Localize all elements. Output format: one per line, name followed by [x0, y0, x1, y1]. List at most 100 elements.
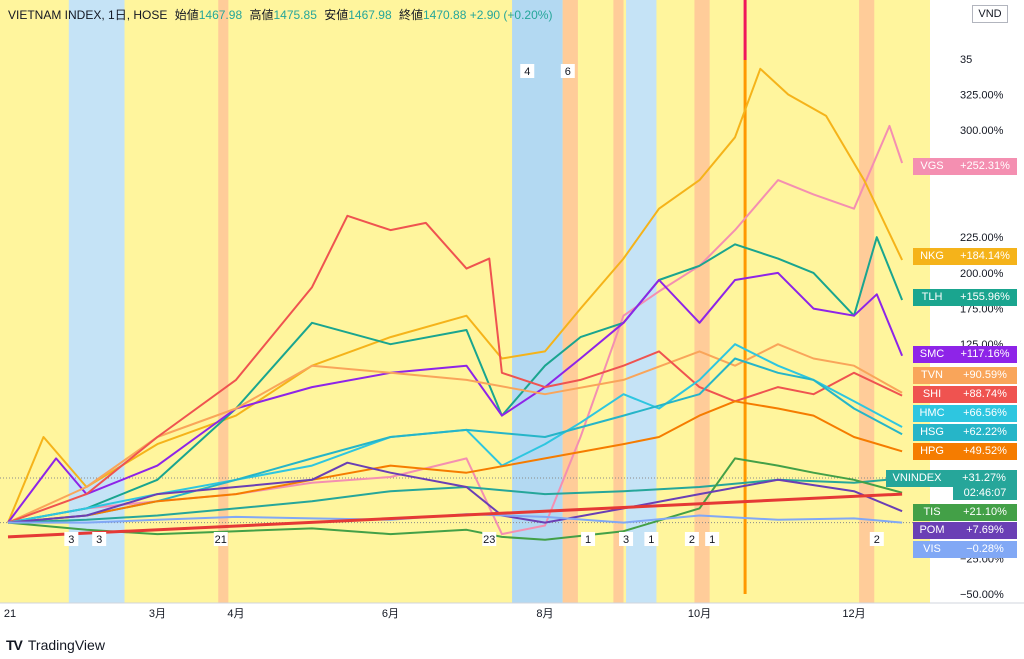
- series-line-pom: [7, 461, 903, 524]
- x-tick-label: 21: [4, 608, 16, 620]
- chart-header: VIETNAM INDEX, 1日, HOSE 始値1467.98 高値1475…: [8, 6, 552, 23]
- series-tag-name: HMC: [919, 407, 945, 419]
- event-label-box: [64, 532, 79, 546]
- event-label: 3: [96, 534, 102, 546]
- series-line-tis: [7, 457, 903, 541]
- band-label: 6: [565, 66, 571, 78]
- branding-label: TradingView: [27, 637, 105, 653]
- series-tag-name: POM: [919, 524, 945, 536]
- series-tag-name: SMC: [919, 348, 945, 360]
- series-tag-change: +117.16%: [960, 348, 1010, 360]
- y-tick-label: 225.00%: [960, 232, 1004, 244]
- event-label: 1: [585, 534, 591, 546]
- event-label-box: [92, 532, 107, 546]
- x-tick-label: 12月: [842, 608, 865, 620]
- series-tag-change: +155.96%: [960, 291, 1010, 303]
- event-label: 3: [623, 534, 629, 546]
- series-line-nkg: [7, 67, 904, 523]
- series-tag-change: +21.10%: [963, 506, 1007, 518]
- series-line-hpg: [7, 400, 903, 524]
- session-band: [562, 0, 578, 603]
- session-band: [859, 0, 875, 603]
- series-tag-hsg: HSG +62.22%: [913, 424, 1017, 441]
- series-tag-tlh: TLH +155.96%: [913, 289, 1017, 306]
- series-tag-smc: SMC +117.16%: [913, 346, 1017, 363]
- plot-background: [0, 0, 930, 603]
- event-label-box: [644, 532, 659, 546]
- series-tag-name: TLH: [921, 291, 943, 303]
- band-label-box: [560, 64, 575, 78]
- x-tick-label: 6月: [382, 608, 399, 620]
- x-tick-label: 8月: [536, 608, 553, 620]
- series-line-trend: [7, 492, 903, 539]
- session-band: [613, 0, 624, 603]
- series-tag-vis: VIS −0.28%: [913, 541, 1017, 558]
- event-label: 1: [648, 534, 654, 546]
- series-tag-name: VGS: [920, 160, 944, 172]
- series-tag-change: +7.69%: [966, 524, 1004, 536]
- event-label: 2: [689, 534, 695, 546]
- symbol-label: VIETNAM INDEX, 1日, HOSE: [8, 8, 168, 22]
- series-tag-hmc: HMC +66.56%: [913, 405, 1017, 422]
- event-label: 2: [874, 534, 880, 546]
- event-label: 23: [483, 534, 495, 546]
- session-band: [218, 0, 229, 603]
- y-tick-label: 325.00%: [960, 89, 1004, 101]
- series-tag-vnindex: VNINDEX +31.27%: [886, 470, 1017, 487]
- y-tick-label: 175.00%: [960, 304, 1004, 316]
- x-tick-label: 3月: [149, 608, 166, 620]
- series-tag-vgs: VGS +252.31%: [913, 158, 1017, 175]
- event-label-box: [482, 532, 497, 546]
- currency-button[interactable]: VND: [972, 5, 1008, 23]
- series-tag-name: HSG: [920, 426, 944, 438]
- bar-countdown: 02:46:07: [953, 486, 1017, 500]
- tradingview-branding[interactable]: TV TradingView: [6, 637, 105, 653]
- series-tag-nkg: NKG +184.14%: [913, 248, 1017, 265]
- event-label-box: [684, 532, 699, 546]
- band-label-box: [520, 64, 535, 78]
- y-tick-label: 200.00%: [960, 268, 1004, 280]
- series-tag-name: TIS: [923, 506, 941, 518]
- series-tag-hpg: HPG +49.52%: [913, 443, 1017, 460]
- series-tag-name: VNINDEX: [892, 472, 942, 484]
- event-label-box: [213, 532, 228, 546]
- event-label-box: [581, 532, 596, 546]
- series-line-smc: [7, 271, 904, 524]
- series-tag-change: +66.56%: [963, 407, 1007, 419]
- close-value: 1470.88: [422, 8, 467, 22]
- series-tag-tis: TIS +21.10%: [913, 504, 1017, 521]
- high-label: 高値: [249, 8, 274, 22]
- low-label: 安値: [324, 8, 349, 22]
- session-band: [694, 0, 710, 603]
- series-tag-name: NKG: [920, 250, 944, 262]
- event-label: 3: [68, 534, 74, 546]
- series-tag-name: SHI: [922, 388, 942, 400]
- series-tag-change: −0.28%: [966, 543, 1004, 555]
- series-tag-pom: POM +7.69%: [913, 522, 1017, 539]
- series-tag-change: +62.22%: [963, 426, 1007, 438]
- change-value: +2.90 (+0.20%): [469, 8, 553, 22]
- y-tick-label: 35: [960, 54, 972, 66]
- y-tick-label: 300.00%: [960, 125, 1004, 137]
- close-label: 終値: [398, 8, 423, 22]
- series-tag-tvn: TVN +90.59%: [913, 367, 1017, 384]
- x-tick-label: 4月: [227, 608, 244, 620]
- event-label-box: [869, 532, 884, 546]
- series-tag-name: VIS: [923, 543, 941, 555]
- open-label: 始値: [174, 8, 199, 22]
- open-value: 1467.98: [198, 8, 243, 22]
- series-tag-change: +49.52%: [963, 445, 1007, 457]
- y-tick-label: −50.00%: [960, 589, 1004, 601]
- series-tag-change: +88.74%: [963, 388, 1007, 400]
- band-label: 4: [524, 66, 530, 78]
- series-line-hsg: [7, 357, 903, 524]
- high-value: 1475.85: [273, 8, 317, 22]
- series-tag-change: +184.14%: [960, 250, 1010, 262]
- series-tag-change: +252.31%: [960, 160, 1010, 172]
- series-tag-change: +31.27%: [962, 472, 1006, 484]
- series-tag-name: HPG: [920, 445, 944, 457]
- series-line-tvn: [7, 343, 903, 524]
- series-tag-change: +90.59%: [963, 369, 1007, 381]
- low-value: 1467.98: [348, 8, 392, 22]
